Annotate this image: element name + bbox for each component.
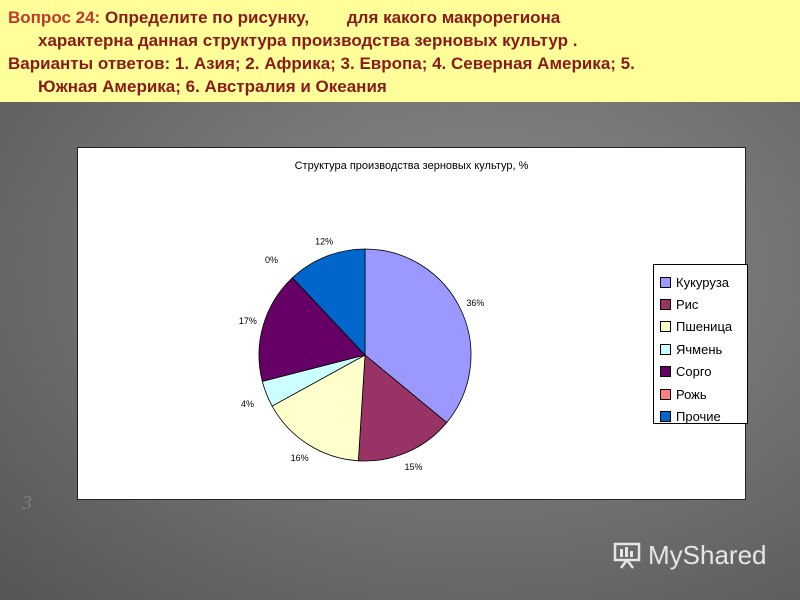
legend-label: Пшеница [676,319,733,335]
legend-item-2: Пшеница [660,316,747,338]
question-panel: Вопрос 24: Определите по рисунку, для ка… [0,0,800,102]
chart-legend: Кукуруза Рис Пшеница Ячмень Сорго Рожь Прочие [653,264,748,424]
legend-item-0: Кукуруза [660,271,747,293]
legend-item-1: Рис [660,293,747,315]
legend-label: Ячмень [676,341,723,357]
legend-label: Сорго [676,364,712,380]
slice-value-label-3: 4% [241,399,254,409]
legend-swatch [660,388,671,400]
slice-value-label-1: 15% [404,462,422,472]
question-line-1: Вопрос 24: Определите по рисунку, для ка… [8,6,788,29]
legend-swatch [660,411,671,423]
presentation-board-icon [613,542,641,569]
legend-swatch [660,366,671,378]
legend-label: Рис [676,297,699,313]
chart-container: Структура производства зерновых культур,… [77,147,748,500]
legend-item-5: Рожь [660,383,747,405]
legend-item-3: Ячмень [660,338,747,360]
pie-chart: 36% 15% 16% 4% 17% 0% 12% [239,237,485,472]
answers-line-2: Южная Америка; 6. Австралия и Океания [38,77,387,96]
legend-swatch [660,343,671,355]
slice-value-label-4: 17% [239,316,257,326]
slice-value-label-5: 0% [265,255,278,265]
pie-slice-6 [291,248,366,357]
pie-slice-4 [258,277,366,382]
legend-label: Рожь [676,386,707,402]
pie-slice-2 [271,354,366,462]
chart-title: Структура производства зерновых культур,… [294,160,529,172]
answers-line-1: Варианты ответов: 1. Азия; 2. Африка; 3.… [8,54,635,73]
slice-value-label-2: 16% [291,453,309,463]
legend-item-4: Сорго [660,361,747,383]
legend-item-6: Прочие [660,405,747,427]
legend-label: Кукуруза [676,274,730,290]
pie-slice-0 [364,248,472,424]
legend-swatch [660,299,671,311]
watermark: MyShared [612,536,767,574]
watermark-text: MyShared [648,539,767,570]
slice-value-label-6: 12% [315,237,333,247]
question-label: Вопрос 24: [8,8,101,27]
question-line-2: характерна данная структура производства… [38,31,578,50]
question-text: Определите по рисунку, для какого макрор… [104,8,561,27]
legend-swatch [660,276,671,288]
slice-value-label-0: 36% [466,298,484,308]
legend-swatch [660,321,671,333]
pie-slice-1 [357,354,448,462]
legend-label: Прочие [676,409,721,425]
decorative-number: 3 [22,492,32,514]
